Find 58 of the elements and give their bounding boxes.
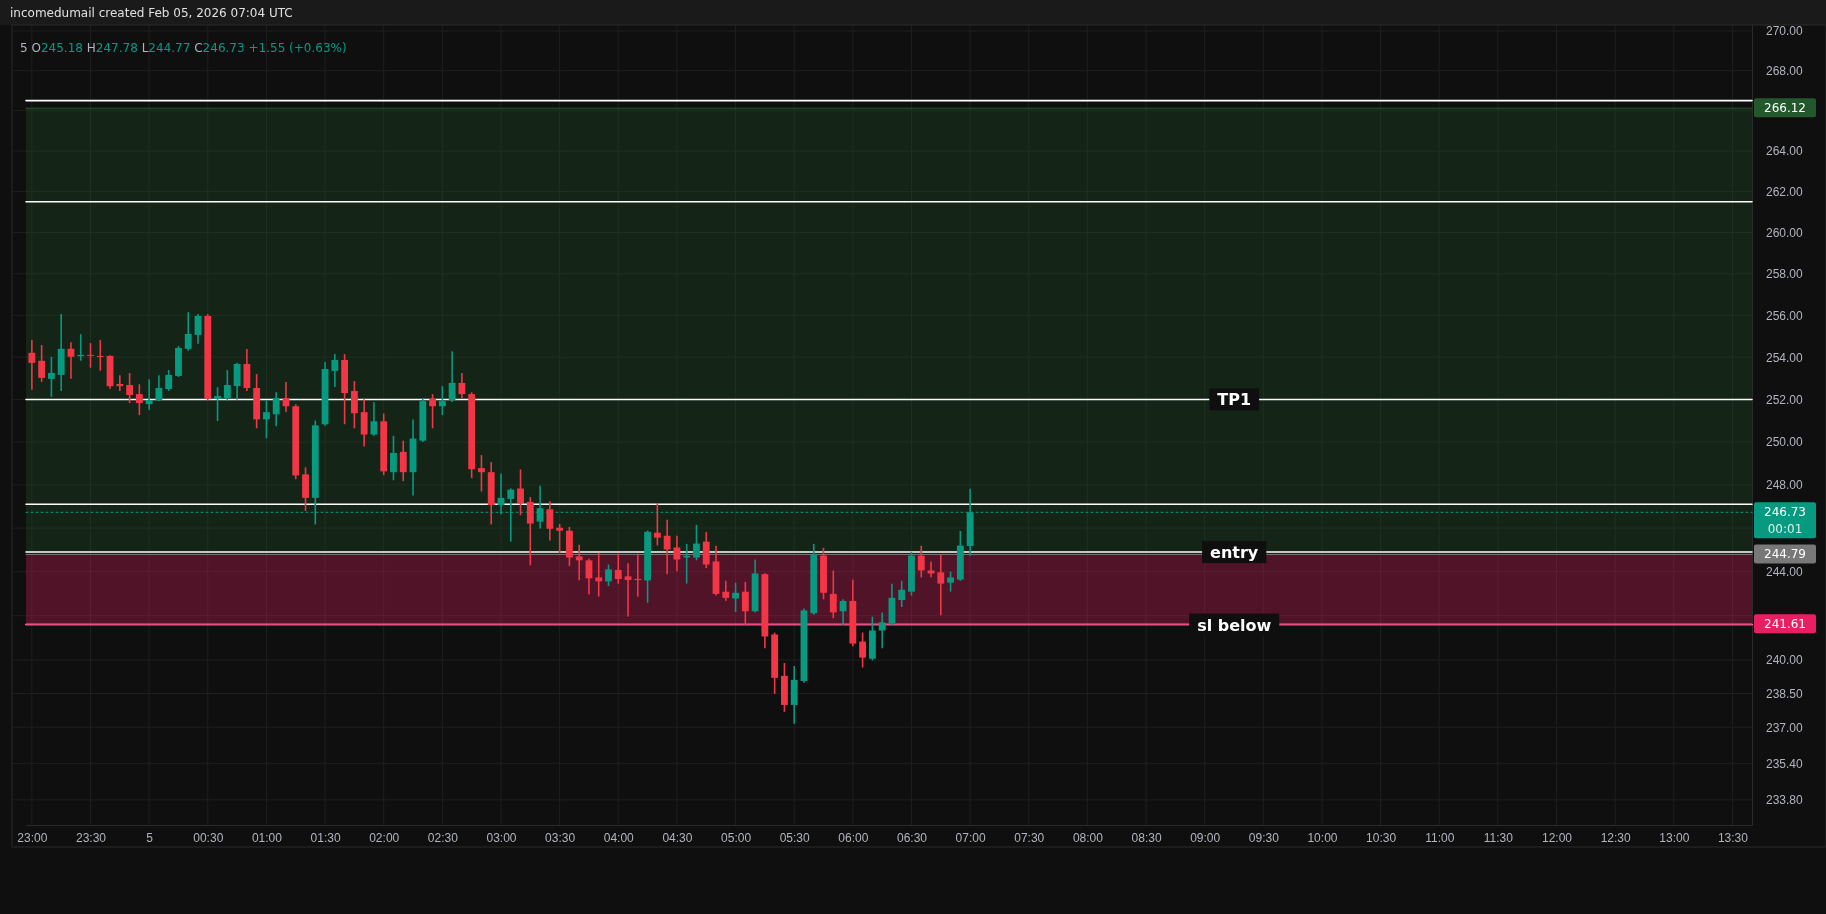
x-tick-label: 09:30	[1248, 830, 1280, 845]
x-tick-label: 13:00	[1659, 830, 1690, 845]
x-tick-label: 02:30	[427, 830, 459, 845]
ref-line-label: 241.61	[1764, 617, 1806, 632]
x-tick-label: 07:30	[1014, 830, 1045, 845]
x-tick-label: 23:30	[75, 830, 107, 845]
y-tick-label: 237.00	[1766, 720, 1804, 735]
x-tick-label: 11:00	[1425, 830, 1455, 845]
x-tick-label: 06:30	[896, 830, 928, 845]
x-tick-label: 11:30	[1483, 830, 1514, 845]
x-tick-label: 10:30	[1366, 830, 1397, 845]
y-tick-label: 264.00	[1766, 144, 1804, 159]
x-tick-label: 04:30	[662, 830, 693, 845]
text: O245.18 H247.78 L244.77 C246.73 +1.55 (+0.63%)	[31, 41, 347, 55]
y-tick-label: 254.00	[1766, 350, 1804, 365]
x-tick-label: 04:00	[603, 830, 635, 845]
y-tick-label: 235.40	[1766, 756, 1804, 771]
x-tick-label: 23:00	[17, 830, 48, 845]
y-tick-label: 248.00	[1766, 478, 1804, 493]
ref-line-label: 244.79	[1764, 547, 1806, 562]
y-tick-label: 262.00	[1766, 184, 1804, 199]
x-tick-label: 01:00	[251, 830, 283, 845]
x-tick-label: 00:30	[193, 830, 224, 845]
x-tick-label: 08:30	[1131, 830, 1162, 845]
x-tick-label: 05:30	[779, 830, 811, 845]
x-tick-label: 10:00	[1307, 830, 1338, 845]
ref-line-label: entry	[1210, 543, 1259, 563]
ref-line-label: sl below	[1197, 615, 1272, 635]
y-tick-label: 260.00	[1766, 225, 1804, 240]
y-tick-label: 252.00	[1766, 392, 1804, 407]
y-tick-label: 256.00	[1766, 308, 1804, 323]
ref-line-label: 246.73	[1764, 505, 1806, 520]
x-tick-label: 03:00	[486, 830, 517, 845]
y-tick-label: 238.50	[1766, 686, 1804, 701]
x-tick-label: 08:00	[1072, 830, 1104, 845]
x-tick-label: 01:30	[310, 830, 341, 845]
y-tick-label: 233.80	[1766, 793, 1804, 808]
x-tick-label: 02:00	[369, 830, 400, 845]
x-tick-label: 12:00	[1542, 830, 1573, 845]
x-tick-label: 05:00	[721, 830, 752, 845]
y-tick-label: 268.00	[1766, 63, 1804, 78]
text: 5	[20, 41, 32, 55]
y-tick-label: 244.00	[1766, 565, 1804, 580]
x-tick-label: 03:30	[545, 830, 576, 845]
ref-line-label: 266.12	[1764, 101, 1806, 116]
x-tick-label: 12:30	[1600, 830, 1632, 845]
chart-title: incomedumail created Feb 05, 2026 07:04 UTC	[10, 6, 293, 20]
y-tick-label: 250.00	[1766, 435, 1804, 450]
x-tick-label: 06:00	[838, 830, 869, 845]
ref-line-label: TP1	[1217, 390, 1252, 410]
text: 00:01	[1767, 522, 1803, 537]
y-tick-label: 270.00	[1766, 24, 1804, 39]
y-tick-label: 240.00	[1766, 653, 1804, 668]
x-tick-label: 5	[146, 830, 154, 845]
x-tick-label: 13:30	[1717, 830, 1749, 845]
y-tick-label: 258.00	[1766, 267, 1804, 282]
x-tick-label: 09:00	[1190, 830, 1221, 845]
x-tick-label: 07:00	[955, 830, 986, 845]
